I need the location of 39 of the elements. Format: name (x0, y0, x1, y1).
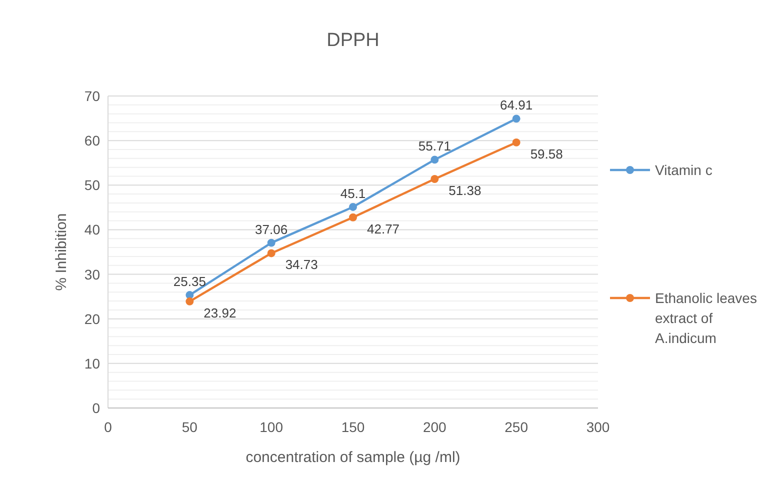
point (349, 203, 357, 211)
x-tick-label: 150 (341, 419, 365, 435)
x-axis-title: concentration of sample (µg /ml) (246, 449, 460, 466)
y-tick-label: 10 (84, 355, 100, 372)
y-tick-label: 70 (84, 88, 100, 104)
x-tick-label: 300 (586, 419, 610, 435)
point (512, 114, 520, 123)
data-label: 59.58 (530, 146, 563, 162)
x-tick-label: 50 (182, 419, 198, 435)
point (512, 138, 520, 146)
y-tick-label: 50 (84, 177, 100, 194)
y-axis-title: % Inhibition (53, 213, 70, 291)
y-tick-label: 60 (84, 132, 100, 149)
x-tick-label: 100 (260, 419, 284, 435)
point (186, 297, 194, 306)
chart-title: DPPH (326, 30, 380, 51)
y-tick-label: 20 (84, 310, 100, 327)
data-label: 25.35 (173, 274, 206, 290)
x-tick-label: 250 (504, 419, 528, 435)
data-label: 64.91 (500, 98, 533, 113)
point (267, 238, 276, 247)
data-label: 42.77 (367, 221, 400, 236)
legend-label: Vitamin c (655, 162, 712, 178)
data-label: 23.92 (204, 305, 236, 320)
point (267, 249, 276, 258)
y-tick-label: 40 (84, 222, 100, 238)
point (349, 213, 357, 222)
data-label: 45.1 (340, 186, 366, 201)
legend-label: Ethanolic leaves extract of A.indicum (655, 290, 757, 346)
data-label: 55.71 (418, 138, 451, 154)
x-tick-label: 0 (104, 419, 112, 435)
point (430, 156, 439, 164)
y-tick-label: 0 (92, 400, 100, 416)
data-label: 51.38 (448, 182, 482, 198)
data-label: 37.06 (255, 222, 288, 237)
x-tick-label: 200 (422, 419, 447, 435)
data-label: 34.73 (285, 257, 318, 272)
y-tick-label: 30 (84, 266, 100, 282)
point (430, 175, 439, 183)
